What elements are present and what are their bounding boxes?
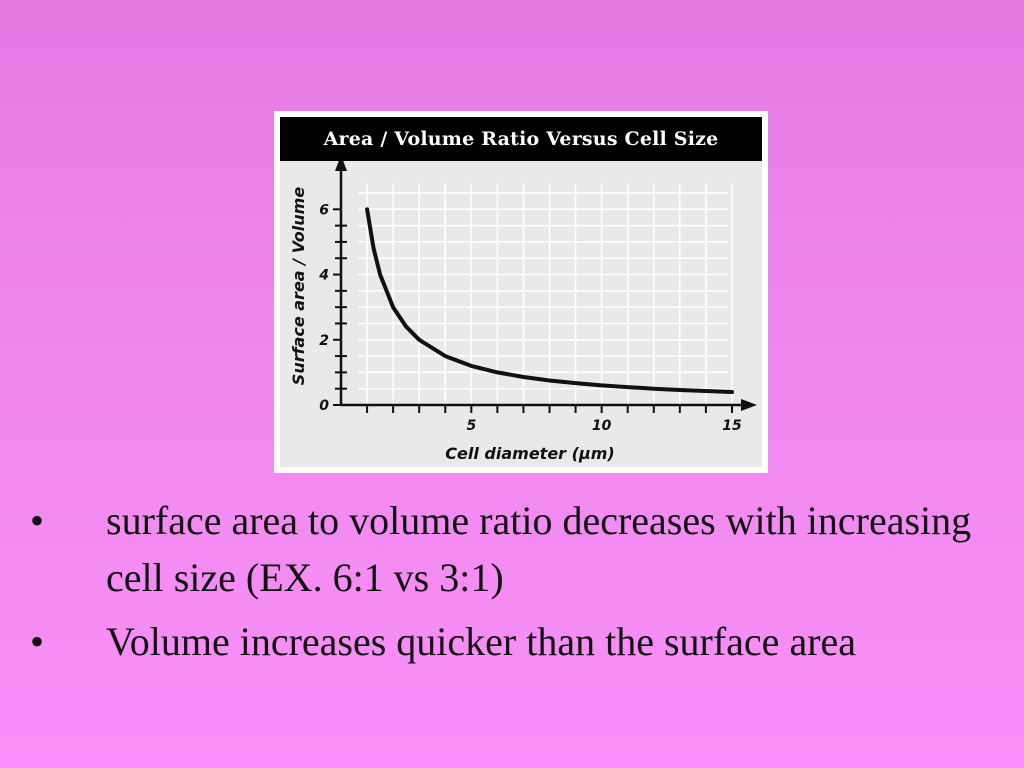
x-tick-label: 15: [722, 418, 742, 434]
bullet-item: • surface area to volume ratio decreases…: [30, 492, 1005, 606]
bullet-item: • Volume increases quicker than the surf…: [30, 613, 1005, 670]
y-axis-title: Surface area / Volume: [289, 187, 308, 386]
y-tick-label: 4: [318, 268, 329, 284]
axes: [333, 161, 757, 413]
chart-figure: Area / Volume Ratio Versus Cell Size 5 10…: [274, 111, 768, 473]
y-axis-arrow: [335, 161, 347, 171]
chart-title: Area / Volume Ratio Versus Cell Size: [280, 117, 762, 161]
chart-svg: 5 10 15 0 2 4 6 Cell diameter (µm) Surface ar…: [289, 161, 757, 463]
grid: [358, 183, 733, 405]
bullet-list: • surface area to volume ratio decreases…: [30, 492, 1005, 677]
y-tick-label: 6: [319, 202, 329, 218]
x-tick-labels: 5 10 15: [466, 418, 742, 434]
bullet-marker: •: [30, 498, 45, 543]
bullet-text: surface area to volume ratio decreases w…: [106, 498, 972, 600]
bullet-text: Volume increases quicker than the surfac…: [106, 619, 857, 664]
x-axis-title: Cell diameter (µm): [445, 444, 614, 463]
x-tick-label: 10: [592, 418, 612, 434]
bullet-marker: •: [30, 619, 45, 664]
x-tick-label: 5: [466, 418, 476, 434]
series-curve: [365, 207, 734, 394]
y-tick-label: 2: [319, 333, 329, 349]
y-tick-label: 0: [319, 398, 329, 414]
plot-area: 5 10 15 0 2 4 6 Cell diameter (µm) Surface ar…: [280, 161, 762, 467]
y-tick-labels: 0 2 4 6: [318, 202, 329, 414]
x-axis-arrow: [741, 399, 757, 411]
